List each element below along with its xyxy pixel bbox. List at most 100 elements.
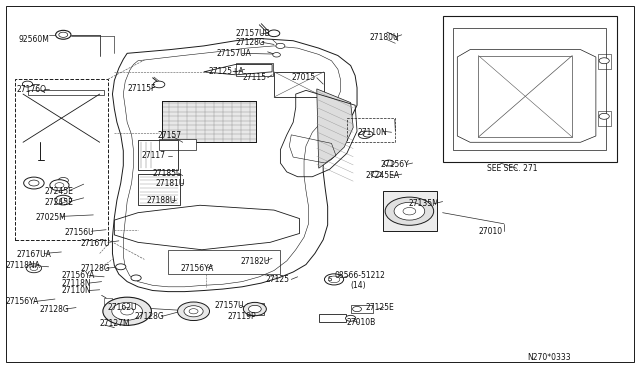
Circle shape	[394, 202, 425, 220]
Bar	[383, 191, 437, 231]
Circle shape	[116, 264, 126, 270]
Text: 27181U: 27181U	[156, 179, 184, 187]
Circle shape	[363, 131, 373, 137]
Circle shape	[131, 275, 141, 281]
Text: 27128G: 27128G	[135, 312, 164, 321]
Circle shape	[29, 180, 39, 186]
Text: 27188U: 27188U	[147, 196, 175, 205]
Circle shape	[268, 30, 280, 37]
Circle shape	[346, 315, 356, 321]
Circle shape	[55, 195, 72, 205]
Text: 27025M: 27025M	[36, 213, 67, 222]
Circle shape	[112, 302, 143, 320]
Circle shape	[59, 32, 68, 37]
Bar	[443, 16, 617, 162]
Bar	[236, 62, 273, 76]
Text: 27157: 27157	[157, 131, 181, 141]
Text: 27110N: 27110N	[61, 286, 91, 295]
Bar	[319, 314, 346, 323]
Circle shape	[58, 177, 68, 183]
Text: 27118NA: 27118NA	[6, 261, 41, 270]
Text: 27010B: 27010B	[347, 318, 376, 327]
Text: 27245E: 27245E	[44, 198, 73, 207]
Bar	[138, 174, 179, 205]
Text: 27245EA: 27245EA	[366, 171, 400, 180]
Text: 27156YA: 27156YA	[180, 264, 214, 273]
Text: 27156YA: 27156YA	[61, 271, 95, 280]
Circle shape	[24, 177, 44, 189]
Circle shape	[403, 208, 416, 215]
Circle shape	[184, 306, 203, 317]
Text: 27125: 27125	[266, 275, 290, 284]
Circle shape	[324, 274, 344, 285]
Polygon shape	[317, 89, 353, 168]
Bar	[274, 72, 324, 97]
Text: 27156U: 27156U	[65, 228, 94, 237]
Bar	[138, 140, 177, 170]
Text: 27110N: 27110N	[357, 128, 387, 137]
Circle shape	[50, 180, 69, 191]
Text: 27128G: 27128G	[236, 38, 266, 47]
Text: 27167U: 27167U	[81, 239, 110, 248]
Text: 27245E: 27245E	[44, 187, 73, 196]
Circle shape	[177, 302, 209, 321]
Circle shape	[189, 309, 198, 314]
Bar	[15, 79, 108, 240]
Text: 27010: 27010	[478, 227, 502, 236]
Bar	[598, 54, 611, 69]
Circle shape	[103, 297, 152, 326]
Circle shape	[599, 58, 609, 64]
Text: 27157UA: 27157UA	[216, 49, 252, 58]
Text: S: S	[328, 276, 332, 282]
Circle shape	[353, 307, 362, 312]
Bar	[104, 298, 112, 305]
Text: 27182U: 27182U	[240, 257, 269, 266]
Text: 27128G: 27128G	[81, 264, 110, 273]
Circle shape	[55, 183, 64, 188]
Circle shape	[56, 31, 71, 39]
Text: N270*0333: N270*0333	[527, 353, 570, 362]
Text: 27015: 27015	[291, 73, 316, 82]
Text: 08566-51212: 08566-51212	[334, 271, 385, 280]
Circle shape	[30, 266, 38, 270]
Bar	[351, 305, 373, 313]
Text: (14): (14)	[351, 281, 366, 290]
Text: 27125+A: 27125+A	[208, 67, 244, 76]
Circle shape	[121, 308, 134, 315]
Text: 27118N: 27118N	[61, 279, 91, 288]
Circle shape	[371, 171, 381, 177]
Text: 27162U: 27162U	[108, 303, 138, 312]
Text: 92560M: 92560M	[19, 35, 49, 44]
Bar	[598, 111, 611, 126]
Circle shape	[60, 198, 67, 202]
Circle shape	[276, 43, 285, 48]
Bar	[162, 101, 256, 142]
Text: 27156Y: 27156Y	[381, 160, 410, 169]
Text: 27115F: 27115F	[127, 84, 156, 93]
Bar	[168, 250, 280, 274]
Circle shape	[154, 81, 165, 88]
Bar	[162, 101, 256, 142]
Circle shape	[385, 197, 434, 225]
Circle shape	[384, 160, 394, 166]
Text: 27176Q: 27176Q	[17, 85, 47, 94]
Bar	[246, 303, 264, 315]
Text: 27157U: 27157U	[214, 301, 244, 310]
Circle shape	[328, 276, 340, 283]
Text: 27119P: 27119P	[227, 312, 256, 321]
Text: 27115: 27115	[242, 73, 266, 82]
Circle shape	[358, 131, 371, 138]
Text: 27180U: 27180U	[370, 32, 399, 42]
Text: 27157UB: 27157UB	[236, 29, 271, 38]
Circle shape	[248, 305, 261, 313]
Text: 27128G: 27128G	[39, 305, 68, 314]
Circle shape	[22, 81, 33, 87]
Circle shape	[273, 52, 280, 57]
Bar	[159, 139, 196, 150]
Text: 27117: 27117	[141, 151, 165, 160]
Bar	[347, 118, 395, 142]
Text: SEE SEC. 271: SEE SEC. 271	[487, 164, 538, 173]
Bar	[453, 29, 606, 150]
Text: 27167UA: 27167UA	[17, 250, 52, 259]
Text: 27125E: 27125E	[366, 303, 395, 312]
